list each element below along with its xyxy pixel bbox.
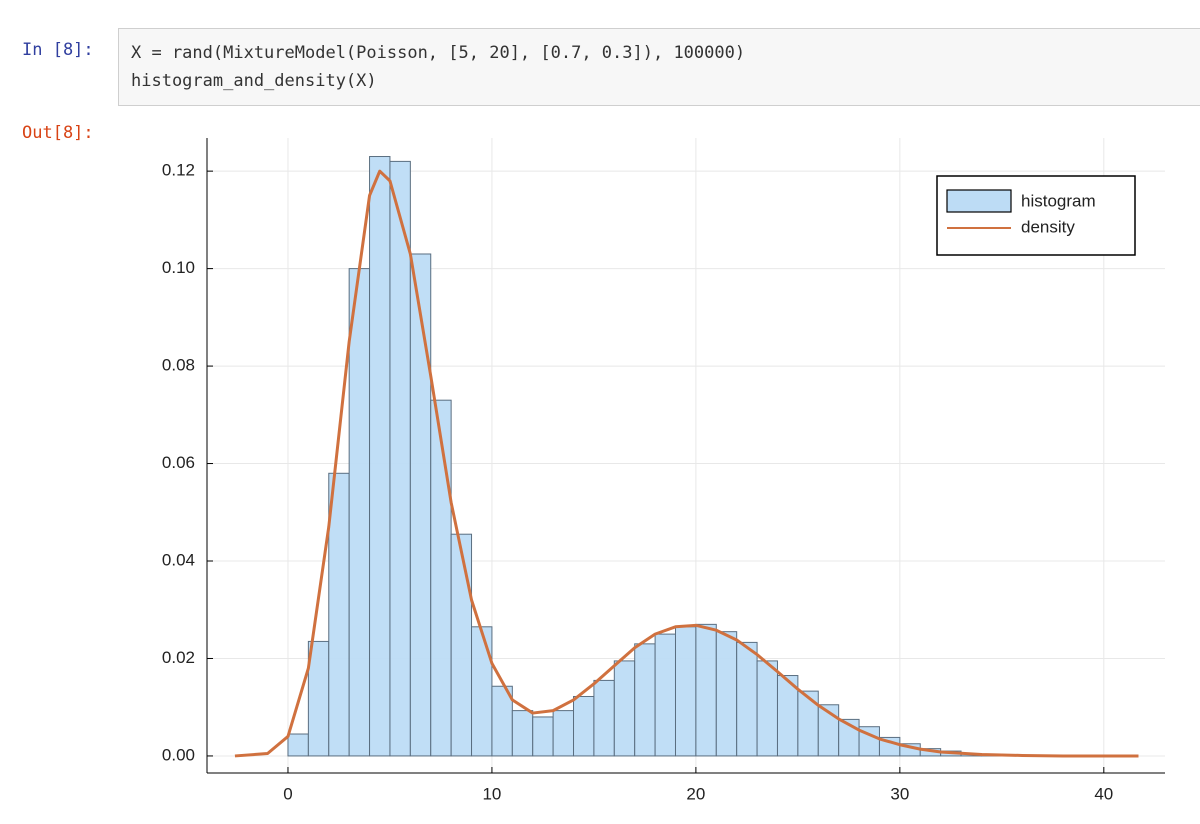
bar <box>573 695 595 757</box>
bar <box>634 643 656 757</box>
legend-label: density <box>1021 217 1075 236</box>
bar <box>471 626 493 757</box>
y-tick-label: 0.12 <box>162 161 195 180</box>
y-tick-label: 0.10 <box>162 258 195 277</box>
output-prompt: Out[8]: <box>22 123 94 143</box>
bar <box>287 733 309 757</box>
y-tick-label: 0.00 <box>162 745 195 764</box>
bar <box>756 660 778 757</box>
legend: histogram density <box>936 175 1136 256</box>
bar <box>532 716 554 757</box>
x-tick-label: 0 <box>283 784 292 803</box>
bar <box>593 679 615 757</box>
bar <box>736 641 758 757</box>
bar <box>511 710 534 757</box>
bar <box>307 640 330 757</box>
density-line <box>234 169 1139 758</box>
y-tick-label: 0.06 <box>162 453 195 472</box>
bar <box>389 160 411 757</box>
y-tick-label: 0.04 <box>162 550 195 569</box>
bar <box>674 626 697 757</box>
x-tick-label: 40 <box>1094 784 1113 803</box>
x-tick-label: 10 <box>482 784 501 803</box>
bar <box>797 690 819 757</box>
bar <box>348 268 371 757</box>
x-tick-label: 20 <box>686 784 705 803</box>
bar <box>613 660 636 757</box>
legend-box <box>936 175 1136 256</box>
y-tick-label: 0.08 <box>162 356 195 375</box>
bar <box>430 399 452 757</box>
code-line: X = rand(MixtureModel(Poisson, [5, 20], … <box>131 43 746 63</box>
bar <box>409 253 432 757</box>
bar <box>715 631 738 757</box>
y-tick-label: 0.02 <box>162 648 195 667</box>
bar <box>654 633 676 757</box>
code-line: histogram_and_density(X) <box>131 71 377 91</box>
x-tick-label: 30 <box>890 784 909 803</box>
legend-label: histogram <box>1021 191 1096 210</box>
bar <box>552 710 575 757</box>
bar <box>369 156 391 757</box>
bar <box>695 623 717 757</box>
bar <box>328 472 350 757</box>
legend-swatch <box>946 189 1012 213</box>
code-cell[interactable]: X = rand(MixtureModel(Poisson, [5, 20], … <box>118 28 1200 106</box>
input-prompt: In [8]: <box>22 40 94 60</box>
bar <box>450 533 473 757</box>
